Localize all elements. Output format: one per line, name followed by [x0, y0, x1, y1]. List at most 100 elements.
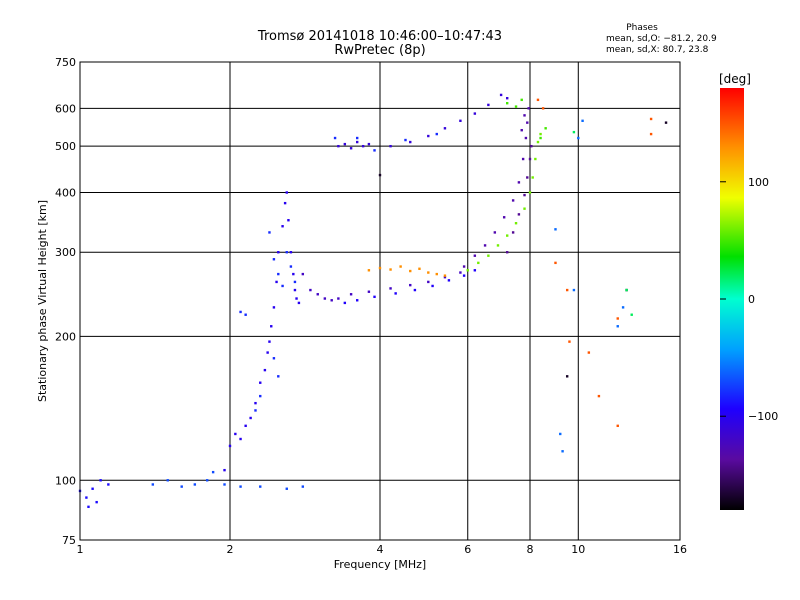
data-point — [487, 254, 490, 257]
data-point — [323, 297, 327, 300]
data-point — [409, 269, 412, 273]
data-points — [78, 93, 668, 509]
grid-lines — [80, 62, 680, 540]
data-point — [295, 297, 298, 300]
data-point — [285, 251, 288, 254]
data-point — [239, 485, 242, 488]
data-point — [394, 292, 397, 295]
data-point — [536, 98, 540, 102]
data-point — [528, 191, 532, 194]
data-point — [355, 136, 359, 140]
data-point — [473, 269, 477, 272]
data-point — [349, 147, 353, 150]
stats-line-x: mean, sd,X: 80.7, 23.8 — [606, 45, 709, 55]
y-axis: 75 100 200 300 400 500 600 750 — [55, 56, 76, 547]
y-tick-label: 750 — [55, 56, 76, 69]
data-point — [524, 136, 528, 140]
data-point — [223, 468, 226, 472]
data-point — [505, 251, 509, 254]
colorbar-tick-label: 100 — [748, 176, 769, 189]
x-tick-label: 8 — [527, 543, 534, 556]
data-point — [259, 394, 262, 398]
data-point — [427, 134, 430, 138]
data-point — [443, 127, 447, 130]
data-point — [435, 132, 438, 136]
data-point — [587, 351, 591, 354]
data-point — [244, 424, 247, 428]
data-point — [502, 216, 506, 219]
data-point — [95, 500, 98, 504]
data-point — [272, 258, 276, 261]
data-point — [505, 96, 509, 100]
data-point — [572, 130, 576, 134]
data-point — [462, 265, 466, 268]
data-point — [462, 274, 466, 277]
data-point — [205, 479, 209, 482]
data-point — [568, 340, 571, 343]
data-point — [649, 132, 653, 136]
data-point — [520, 128, 523, 132]
data-point — [435, 272, 438, 276]
y-tick-label: 100 — [55, 474, 76, 487]
data-point — [87, 505, 90, 509]
data-point — [289, 265, 293, 268]
data-point — [180, 485, 183, 488]
data-point — [523, 207, 526, 210]
data-point — [431, 284, 434, 288]
data-point — [333, 136, 337, 140]
y-tick-label: 400 — [55, 186, 76, 199]
data-point — [521, 157, 525, 161]
data-point — [367, 290, 371, 293]
data-point — [337, 144, 340, 148]
x-tick-label: 6 — [464, 543, 471, 556]
data-point — [281, 284, 284, 288]
data-point — [505, 234, 509, 237]
data-point — [337, 297, 340, 300]
data-point — [473, 254, 477, 257]
data-point — [520, 98, 523, 102]
data-point — [293, 280, 297, 284]
x-tick-label: 10 — [571, 543, 585, 556]
data-point — [249, 416, 252, 420]
y-tick-label: 200 — [55, 330, 76, 343]
data-point — [270, 325, 273, 328]
data-point — [443, 275, 447, 279]
data-point — [625, 288, 628, 292]
data-point — [404, 138, 407, 142]
data-point — [277, 375, 280, 378]
data-point — [343, 301, 347, 305]
y-tick-label: 75 — [62, 534, 76, 547]
chart-subtitle: RwPretec (8p) — [334, 43, 425, 58]
data-point — [228, 444, 232, 448]
data-point — [287, 219, 290, 222]
colorbar-tick-label: −100 — [748, 410, 778, 423]
data-point — [559, 432, 562, 436]
data-point — [399, 265, 402, 268]
data-point — [527, 107, 530, 110]
data-point — [297, 301, 301, 305]
data-point — [259, 485, 262, 488]
data-point — [283, 201, 287, 205]
data-point — [211, 470, 215, 474]
data-point — [234, 432, 237, 436]
data-point — [477, 261, 480, 265]
y-tick-label: 300 — [55, 246, 76, 259]
y-axis-label: Stationary phase Virtual Height [km] — [36, 200, 49, 402]
data-point — [523, 114, 526, 117]
data-point — [285, 487, 288, 490]
data-point — [530, 144, 533, 148]
data-point — [263, 368, 267, 372]
data-point — [473, 112, 477, 115]
data-point — [289, 251, 293, 254]
data-point — [151, 483, 155, 486]
data-point — [91, 487, 94, 490]
data-point — [565, 288, 569, 292]
data-point — [223, 483, 226, 486]
data-point — [511, 199, 515, 202]
data-point — [577, 136, 580, 140]
data-point — [649, 117, 653, 121]
data-point — [378, 173, 382, 177]
data-point — [268, 340, 271, 343]
data-point — [389, 144, 392, 148]
data-point — [409, 140, 412, 144]
